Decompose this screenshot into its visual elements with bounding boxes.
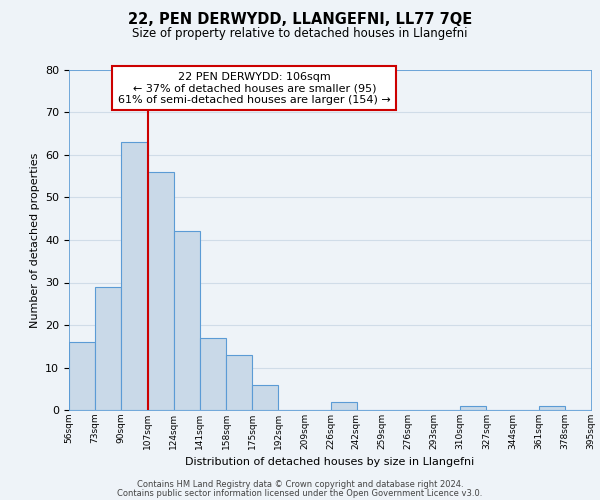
- Text: 22, PEN DERWYDD, LLANGEFNI, LL77 7QE: 22, PEN DERWYDD, LLANGEFNI, LL77 7QE: [128, 12, 472, 28]
- Y-axis label: Number of detached properties: Number of detached properties: [29, 152, 40, 328]
- Bar: [69, 342, 95, 410]
- Bar: [148, 172, 174, 410]
- Bar: [200, 338, 226, 410]
- Bar: [121, 142, 148, 410]
- Bar: [252, 384, 278, 410]
- Text: Contains HM Land Registry data © Crown copyright and database right 2024.: Contains HM Land Registry data © Crown c…: [137, 480, 463, 489]
- Bar: [331, 402, 357, 410]
- Text: 22 PEN DERWYDD: 106sqm
← 37% of detached houses are smaller (95)
61% of semi-det: 22 PEN DERWYDD: 106sqm ← 37% of detached…: [118, 72, 391, 105]
- Bar: [95, 286, 121, 410]
- Bar: [226, 355, 252, 410]
- Bar: [174, 232, 200, 410]
- Bar: [539, 406, 565, 410]
- Text: Size of property relative to detached houses in Llangefni: Size of property relative to detached ho…: [132, 28, 468, 40]
- Bar: [460, 406, 486, 410]
- X-axis label: Distribution of detached houses by size in Llangefni: Distribution of detached houses by size …: [185, 458, 475, 468]
- Text: Contains public sector information licensed under the Open Government Licence v3: Contains public sector information licen…: [118, 488, 482, 498]
